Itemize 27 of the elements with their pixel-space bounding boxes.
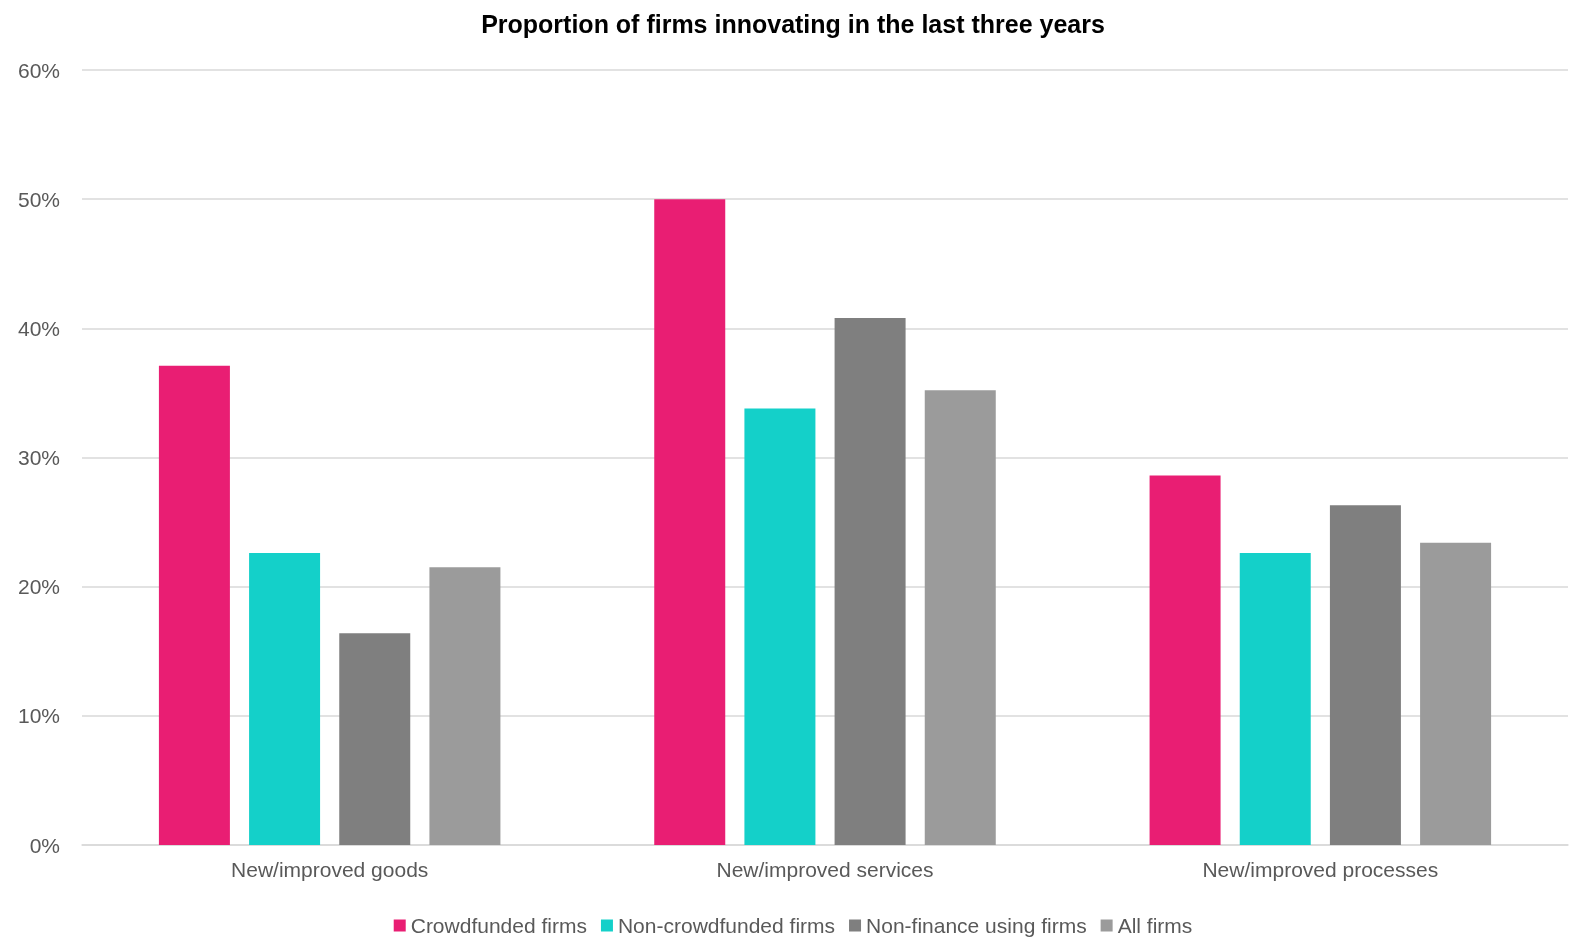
bar [339, 633, 411, 845]
bar [158, 365, 230, 845]
y-tick-label: 40% [17, 316, 60, 340]
legend-label: Non-finance using firms [866, 914, 1087, 937]
bar [429, 567, 501, 845]
bar [834, 318, 906, 845]
x-tick-label: New/improved services [716, 858, 934, 881]
legend-label: All firms [1117, 914, 1193, 937]
bar [924, 390, 996, 845]
legend-label: Crowdfunded firms [410, 914, 587, 937]
bar [249, 553, 321, 845]
bar [1329, 505, 1401, 845]
bar [744, 408, 816, 845]
y-tick-label: 10% [17, 704, 60, 728]
bar [1239, 553, 1311, 845]
bar [1149, 475, 1221, 845]
y-tick-label: 30% [17, 446, 60, 469]
y-tick-label: 60% [17, 58, 60, 82]
bar [1420, 542, 1492, 845]
y-tick-label: 50% [17, 187, 60, 211]
chart-title: Proportion of firms innovating in the last three years [481, 9, 1105, 38]
y-tick-label: 0% [29, 833, 60, 857]
x-tick-label: New/improved goods [231, 858, 429, 881]
x-tick-label: New/improved processes [1202, 858, 1439, 881]
legend-label: Non-crowdfunded firms [617, 914, 836, 937]
bar [654, 199, 726, 845]
y-tick-label: 20% [17, 575, 60, 599]
